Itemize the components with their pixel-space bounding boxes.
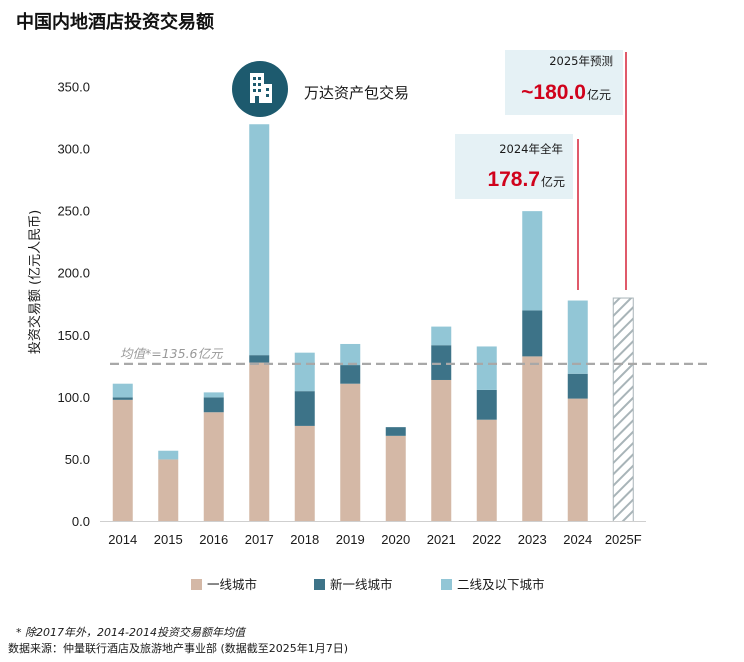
y-tick-label: 200.0 xyxy=(57,266,90,281)
x-tick-label: 2021 xyxy=(427,532,456,547)
footnote-average: * 除2017年外，2014-2014投资交易额年均值 xyxy=(16,626,247,639)
forecast-bar xyxy=(612,297,634,522)
bar-segment xyxy=(203,392,224,398)
y-tick-label: 100.0 xyxy=(57,390,90,405)
x-tick-label: 2022 xyxy=(472,532,501,547)
bar-segment xyxy=(112,399,133,522)
legend-label: 新一线城市 xyxy=(330,577,393,592)
legend-swatch xyxy=(441,579,452,590)
bar-segment xyxy=(158,459,179,522)
x-tick-label: 2016 xyxy=(199,532,228,547)
bar-segment xyxy=(249,362,270,522)
bar-segment xyxy=(112,397,133,400)
legend-swatch xyxy=(314,579,325,590)
x-tick-label: 2019 xyxy=(336,532,365,547)
callout-2024-value: 178.7 xyxy=(487,168,540,191)
bar-segment xyxy=(567,300,588,374)
x-tick-label: 2024 xyxy=(563,532,592,547)
x-tick-label: 2015 xyxy=(154,532,183,547)
footnote-source: 数据来源：仲量联行酒店及旅游地产事业部 (数据截至2025年1月7日) xyxy=(8,641,348,655)
bar-segment xyxy=(340,383,361,522)
callout-2025: 2025年预测 ~180.0 亿元 xyxy=(505,50,627,290)
bar-segment xyxy=(476,419,497,522)
bar-segment xyxy=(476,389,497,420)
bar-segment xyxy=(431,379,452,522)
legend: 一线城市 新一线城市 二线及以下城市 xyxy=(191,577,545,592)
bar-segment xyxy=(340,343,361,366)
bar-segment xyxy=(522,310,543,357)
callout-2024-heading: 2024年全年 xyxy=(499,142,563,156)
y-tick-label: 250.0 xyxy=(57,204,90,219)
y-axis-label: 投资交易额 (亿元人民币) xyxy=(27,210,43,354)
building-icon-glyph xyxy=(250,73,272,103)
x-tick-label: 2025F xyxy=(605,532,642,547)
bar-segment xyxy=(476,346,497,390)
bar-segment xyxy=(294,391,315,426)
bar-segment xyxy=(203,397,224,413)
y-tick-label: 0.0 xyxy=(72,514,90,529)
bar-segment xyxy=(158,450,179,460)
bar-segment xyxy=(431,326,452,346)
legend-swatch xyxy=(191,579,202,590)
bar-segment xyxy=(249,355,270,363)
callout-2024: 2024年全年 178.7 亿元 xyxy=(455,134,579,290)
y-tick-label: 150.0 xyxy=(57,328,90,343)
bar-segment xyxy=(567,398,588,522)
average-line-label: 均值*=135.6亿元 xyxy=(120,346,224,361)
x-tick-label: 2020 xyxy=(381,532,410,547)
bar-segment xyxy=(249,124,270,356)
bar-segment xyxy=(340,365,361,384)
x-tick-label: 2017 xyxy=(245,532,274,547)
bar-segment xyxy=(294,425,315,522)
y-tick-label: 50.0 xyxy=(65,452,90,467)
callout-2025-unit: 亿元 xyxy=(587,87,611,102)
callout-2025-value: ~180.0 xyxy=(521,81,586,104)
bar-segment xyxy=(112,383,133,398)
x-tick-label: 2018 xyxy=(290,532,319,547)
y-tick-label: 350.0 xyxy=(57,80,90,95)
callout-2024-box xyxy=(455,134,573,199)
bar-segment xyxy=(203,412,224,522)
y-axis: 0.0 50.0 100.0 150.0 200.0 250.0 300.0 350.0 xyxy=(57,80,90,530)
x-tick-label: 2014 xyxy=(108,532,137,547)
bar-segment xyxy=(385,435,406,522)
bar-segment xyxy=(431,345,452,380)
wanda-annotation: 万达资产包交易 xyxy=(232,61,409,117)
legend-label: 二线及以下城市 xyxy=(457,577,545,592)
bar-segment xyxy=(294,352,315,392)
x-tick-label: 2023 xyxy=(518,532,547,547)
wanda-label: 万达资产包交易 xyxy=(304,84,409,102)
bar-segment xyxy=(522,356,543,522)
legend-label: 一线城市 xyxy=(207,577,257,592)
chart-title: 中国内地酒店投资交易额 xyxy=(16,11,214,33)
bars-group xyxy=(112,124,634,522)
x-axis: 2014 2015 2016 2017 2018 2019 2020 2021 2022 2023… xyxy=(100,521,646,547)
y-tick-label: 300.0 xyxy=(57,142,90,157)
callout-2024-unit: 亿元 xyxy=(541,174,565,189)
callout-2025-heading: 2025年预测 xyxy=(549,54,613,68)
bar-segment xyxy=(522,211,543,311)
bar-segment xyxy=(567,373,588,399)
callout-2025-box xyxy=(505,50,623,115)
bar-segment xyxy=(385,427,406,436)
